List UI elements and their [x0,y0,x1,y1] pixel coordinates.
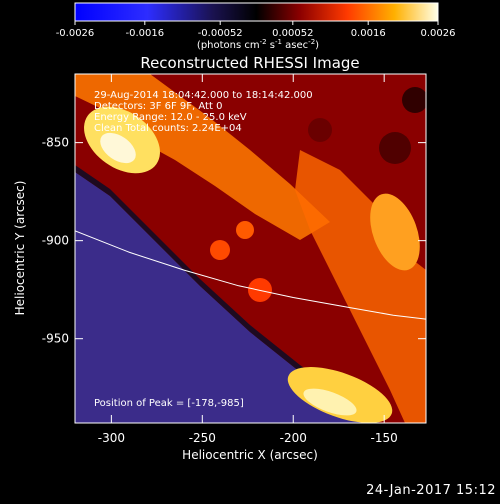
colorbar-unit: (photons cm-2 s-1 asec-2) [197,38,319,51]
y-tick-label: -850 [42,136,69,150]
bright-band-upper [75,74,330,240]
bright-band-right [295,150,426,423]
annotation-time: 29-Aug-2014 18:04:42.000 to 18:14:42.000 [94,90,313,101]
annotation-energy: Energy Range: 12.0 - 25.0 keV [94,112,247,123]
x-tick-label: -250 [189,431,216,445]
colorbar-tick-label: 0.0016 [351,28,386,39]
annotation-counts: Clean Total counts: 2.24E+04 [94,123,242,134]
x-tick-label: -300 [98,431,125,445]
colorbar-tick-label: 0.0026 [421,28,456,39]
colorbar-ticks: -0.0026 -0.0016 -0.00052 0.00052 0.0016 0.002… [56,21,456,39]
footer-date: 24-Jan-2017 15:12 [366,483,496,498]
image-plot [74,73,427,424]
dark-spot [308,118,332,142]
x-axis: -300 -250 -200 -150 [98,74,398,445]
annotation-peak: Position of Peak = [-178,-985] [94,398,244,409]
x-tick-label: -150 [371,431,398,445]
warm-spot [210,240,230,260]
x-tick-label: -200 [280,431,307,445]
annotation-detectors: Detectors: 3F 6F 9F, Att 0 [94,101,222,112]
solar-limb-curve [75,230,426,320]
x-axis-label: Heliocentric X (arcsec) [182,448,318,462]
heatmap-cells [75,74,426,423]
dark-spot [402,87,426,113]
negative-region [75,172,380,423]
bright-core-upper [100,132,136,164]
bright-kernel-lower [287,367,393,423]
colorbar-tick-label: 0.00052 [272,28,313,39]
colorbar-tick-label: -0.0026 [56,28,95,39]
bright-core-lower [303,388,357,416]
y-axis-label: Heliocentric Y (arcsec) [13,181,27,316]
zero-boundary [75,165,380,423]
plot-frame [74,73,427,424]
colorbar: -0.0026 -0.0016 -0.00052 0.00052 0.0016 0.002… [56,2,456,51]
y-axis: -850 -900 -950 [42,136,426,346]
y-tick-label: -900 [42,234,69,248]
colorbar-gradient [74,2,439,22]
warm-spot [236,221,254,239]
annotations: 29-Aug-2014 18:04:42.000 to 18:14:42.000… [94,90,313,409]
dark-spot [379,132,411,164]
bright-kernel-right [370,193,420,271]
colorbar-tick-label: -0.00052 [198,28,243,39]
y-tick-label: -950 [42,332,69,346]
colorbar-tick-label: -0.0016 [126,28,165,39]
chart-title: Reconstructed RHESSI Image [140,54,359,72]
